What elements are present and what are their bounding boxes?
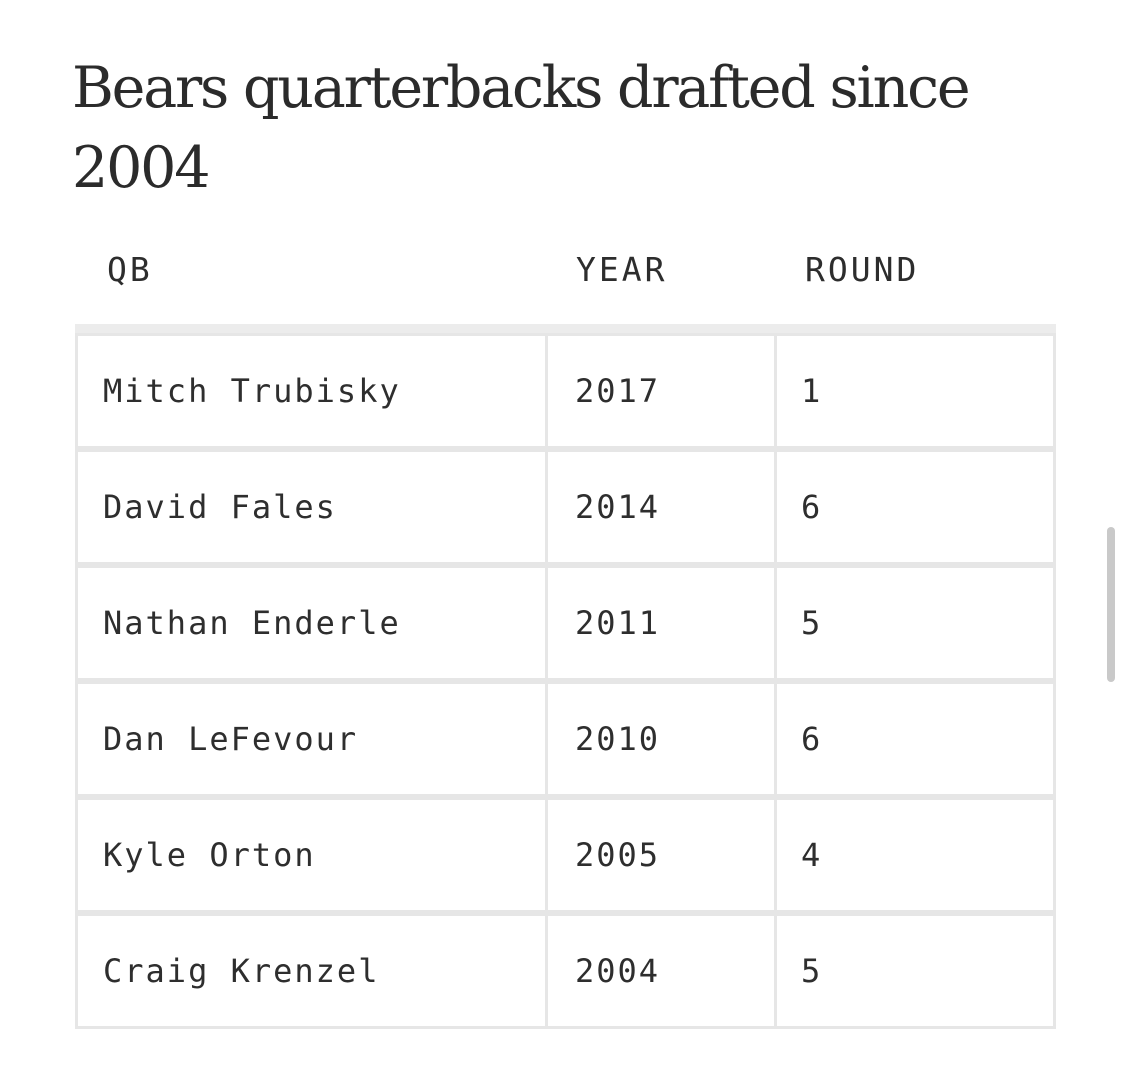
column-header-year: YEAR bbox=[576, 250, 668, 289]
table-header: QB YEAR ROUND bbox=[76, 246, 1056, 294]
year-cell: 2017 bbox=[545, 333, 777, 449]
table-row: Mitch Trubisky 2017 1 bbox=[75, 333, 1056, 449]
round-cell: 5 bbox=[774, 913, 1056, 1029]
round-cell: 5 bbox=[774, 565, 1056, 681]
table-row: Nathan Enderle 2011 5 bbox=[75, 565, 1056, 681]
round-cell: 1 bbox=[774, 333, 1056, 449]
page-title: Bears quarterbacks drafted since 2004 bbox=[72, 55, 971, 201]
round-cell: 6 bbox=[774, 449, 1056, 565]
qb-cell: Kyle Orton bbox=[75, 797, 548, 913]
table-row: Kyle Orton 2005 4 bbox=[75, 797, 1056, 913]
year-cell: 2011 bbox=[545, 565, 777, 681]
round-cell: 4 bbox=[774, 797, 1056, 913]
year-cell: 2004 bbox=[545, 913, 777, 1029]
qb-cell: Nathan Enderle bbox=[75, 565, 548, 681]
table-body: Mitch Trubisky 2017 1 David Fales 2014 6… bbox=[75, 324, 1056, 1029]
scrollbar[interactable] bbox=[1107, 527, 1115, 682]
qb-cell: Mitch Trubisky bbox=[75, 333, 548, 449]
column-header-qb: QB bbox=[107, 250, 153, 289]
qb-cell: Craig Krenzel bbox=[75, 913, 548, 1029]
round-cell: 6 bbox=[774, 681, 1056, 797]
table-row: Craig Krenzel 2004 5 bbox=[75, 913, 1056, 1029]
qb-cell: Dan LeFevour bbox=[75, 681, 548, 797]
year-cell: 2010 bbox=[545, 681, 777, 797]
column-header-round: ROUND bbox=[805, 250, 920, 289]
year-cell: 2014 bbox=[545, 449, 777, 565]
qb-cell: David Fales bbox=[75, 449, 548, 565]
year-cell: 2005 bbox=[545, 797, 777, 913]
table-row: David Fales 2014 6 bbox=[75, 449, 1056, 565]
table-row: Dan LeFevour 2010 6 bbox=[75, 681, 1056, 797]
